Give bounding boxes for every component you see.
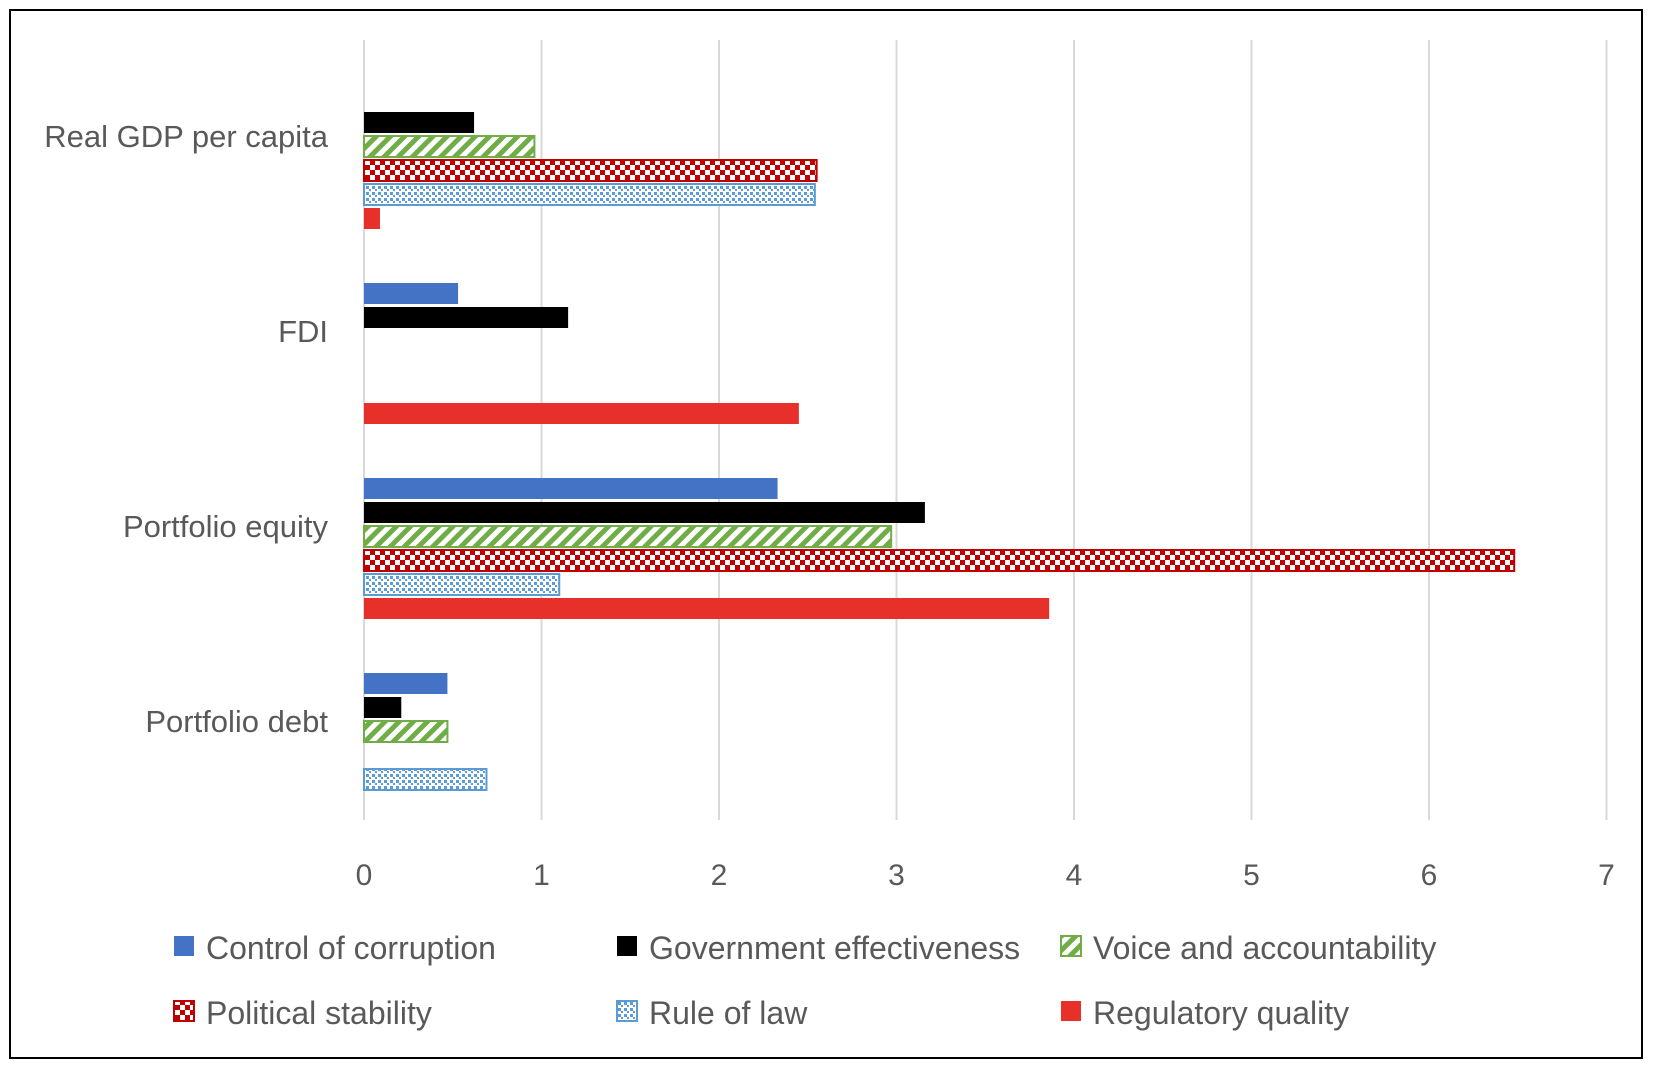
bar [364,598,1050,619]
bar [364,673,448,694]
legend-label: Government effectiveness [649,930,1020,966]
category-labels: Real GDP per capita FDI Portfolio equity Po… [44,119,328,739]
legend-label: Political stability [206,995,432,1031]
legend-swatch [174,936,194,956]
bar [363,573,561,596]
legend-swatch [1060,935,1082,957]
x-tick-label: 3 [888,859,905,892]
legend: Control of corruption Government effectiv… [173,930,1436,1031]
legend-label: Voice and accountability [1093,930,1436,966]
bar [364,208,380,229]
bar [363,159,818,182]
bar [364,697,402,718]
x-tick-label: 1 [533,859,550,892]
category-label: Real GDP per capita [44,119,328,154]
legend-label: Control of corruption [206,930,496,966]
bar [363,768,488,791]
bar [363,183,816,206]
bar [364,403,799,424]
category-label: Portfolio equity [123,509,329,544]
legend-swatch [1061,1001,1081,1021]
bar [363,135,536,158]
bar [364,112,475,133]
bars [363,112,1516,791]
bar [364,283,459,304]
legend-swatch [617,936,637,956]
legend-swatch [616,1000,638,1022]
bar [363,549,1516,572]
bar [363,525,893,548]
x-tick-label: 6 [1421,859,1438,892]
x-tick-label: 2 [711,859,728,892]
x-axis-ticks: 0 1 2 3 4 5 6 7 [356,859,1615,892]
bar [364,307,569,328]
category-label: Portfolio debt [145,704,328,739]
legend-label: Regulatory quality [1093,995,1349,1031]
category-label: FDI [278,314,328,349]
x-tick-label: 0 [356,859,373,892]
x-tick-label: 5 [1243,859,1260,892]
gridlines [363,40,1608,820]
legend-label: Rule of law [649,995,808,1031]
bar [364,502,925,523]
bar [363,720,449,743]
x-tick-label: 7 [1598,859,1615,892]
x-tick-label: 4 [1066,859,1083,892]
bar [364,478,778,499]
legend-swatch [173,1000,195,1022]
